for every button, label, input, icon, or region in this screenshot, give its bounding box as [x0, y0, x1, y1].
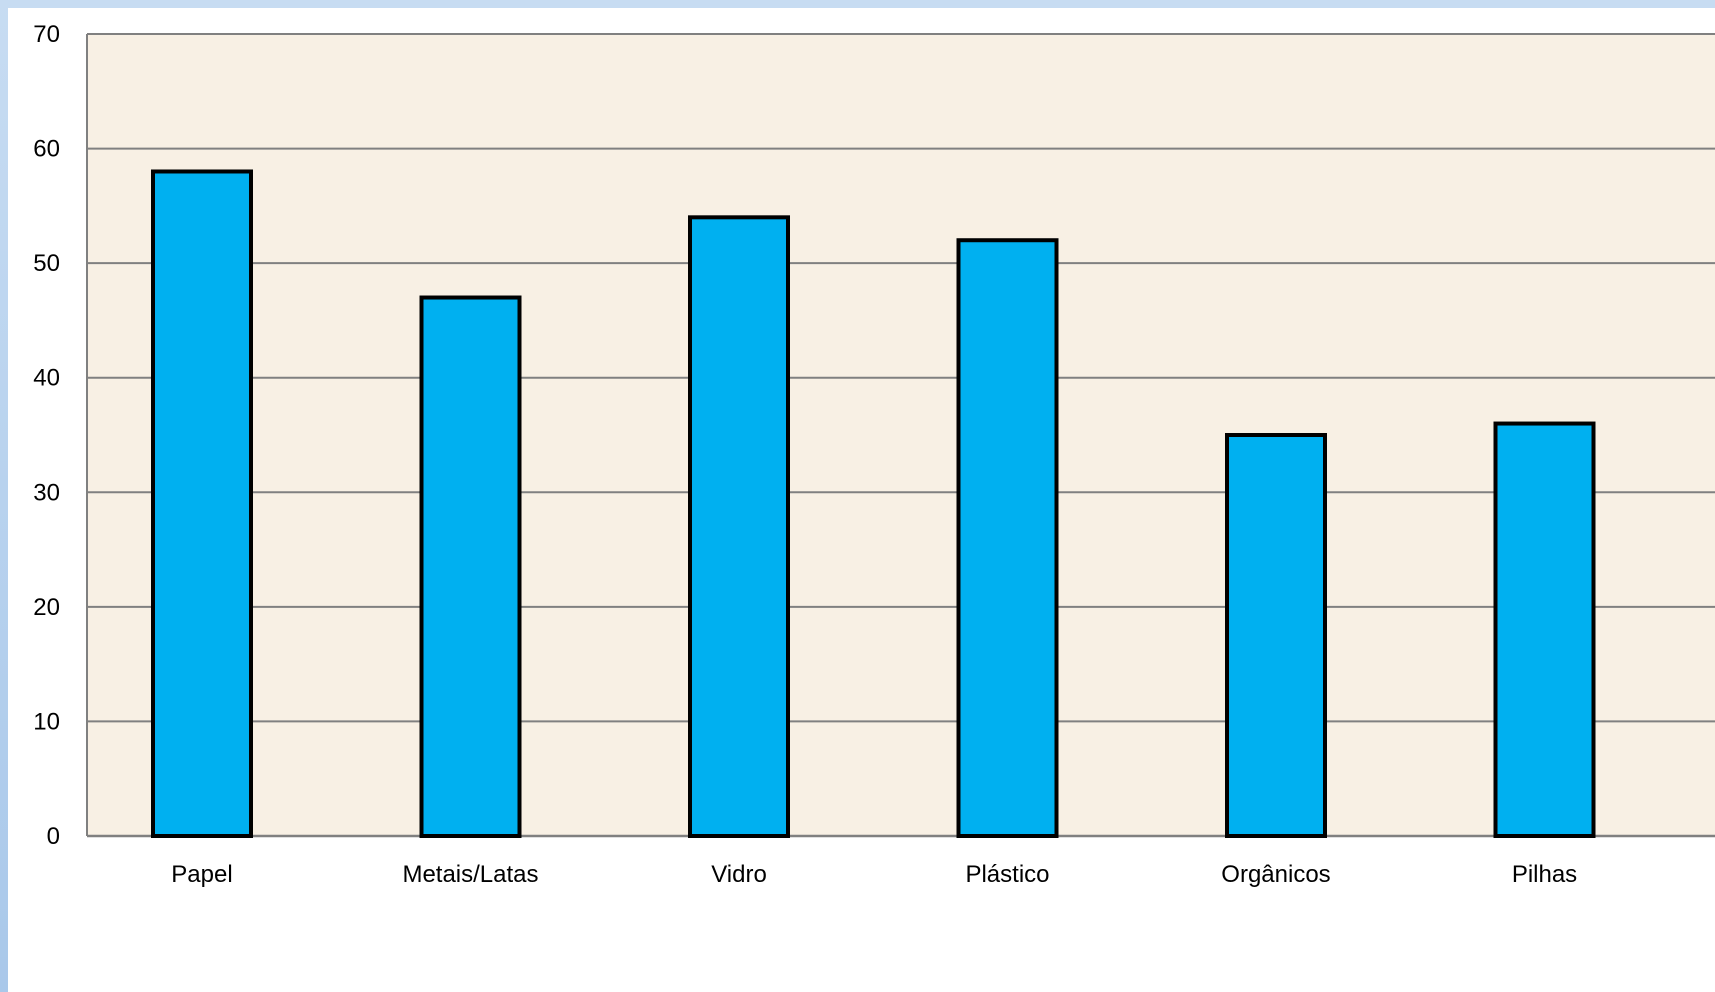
x-axis-category-labels: Papel Metais/Latas Vidro Plástico Orgânicos P… [171, 861, 1577, 888]
bar-pilhas [1493, 421, 1596, 838]
bar-plástico [956, 238, 1059, 838]
y-tick-label: 10 [33, 708, 60, 735]
y-tick-label: 50 [33, 250, 60, 277]
y-tick-label: 70 [33, 21, 60, 48]
chart-area: 0 10 20 30 40 50 60 70 Papel Metais/Latas Vidro Pl… [8, 8, 1715, 992]
x-category-label: Orgânicos [1221, 861, 1330, 888]
x-category-label: Plástico [965, 861, 1049, 888]
gridlines [86, 33, 1715, 838]
x-category-label: Metais/Latas [402, 861, 538, 888]
y-axis-tick-labels: 0 10 20 30 40 50 60 70 [33, 21, 60, 850]
y-tick-label: 0 [47, 823, 60, 850]
bar-papel [151, 169, 253, 838]
bars [151, 169, 1596, 839]
plot-background [87, 34, 1715, 836]
y-tick-label: 30 [33, 479, 60, 506]
y-tick-label: 60 [33, 136, 60, 163]
bar-chart: 0 10 20 30 40 50 60 70 Papel Metais/Latas Vidro Pl… [33, 21, 1715, 888]
x-category-label: Pilhas [1512, 861, 1577, 888]
y-tick-label: 20 [33, 594, 60, 621]
bar-vidro [688, 215, 790, 839]
y-tick-label: 40 [33, 365, 60, 392]
bar-orgânicos [1225, 433, 1327, 838]
x-category-label: Vidro [711, 861, 767, 888]
bar-metais-latas [419, 295, 522, 838]
x-category-label: Papel [171, 861, 232, 888]
